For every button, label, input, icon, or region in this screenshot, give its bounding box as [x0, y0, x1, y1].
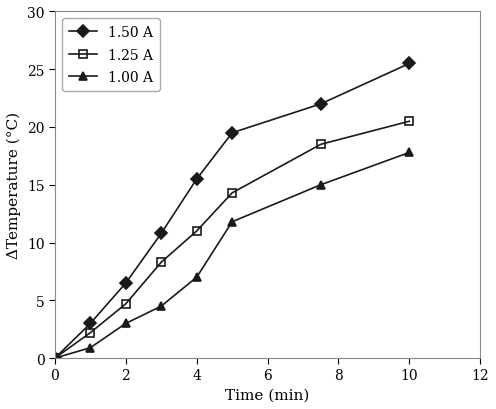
1.50 A — [52, 356, 58, 361]
1.50 A — [194, 177, 200, 182]
1.50 A — [318, 102, 324, 107]
1.00 A — [158, 304, 164, 309]
Y-axis label: ΔTemperature (°C): ΔTemperature (°C) — [7, 112, 21, 259]
1.50 A — [406, 62, 412, 67]
1.50 A — [158, 231, 164, 236]
1.25 A — [318, 142, 324, 147]
1.50 A — [229, 131, 235, 136]
1.00 A — [318, 183, 324, 188]
1.25 A — [52, 356, 58, 361]
1.25 A — [158, 260, 164, 265]
1.00 A — [229, 220, 235, 225]
1.00 A — [52, 356, 58, 361]
Legend: 1.50 A, 1.25 A, 1.00 A: 1.50 A, 1.25 A, 1.00 A — [62, 19, 160, 92]
1.25 A — [406, 119, 412, 124]
1.00 A — [87, 345, 93, 350]
Line: 1.25 A: 1.25 A — [51, 118, 414, 362]
1.25 A — [123, 301, 129, 306]
1.25 A — [87, 330, 93, 335]
1.00 A — [406, 151, 412, 155]
1.00 A — [123, 321, 129, 326]
1.50 A — [123, 281, 129, 286]
1.00 A — [194, 275, 200, 280]
X-axis label: Time (min): Time (min) — [225, 388, 310, 402]
1.25 A — [194, 229, 200, 234]
Line: 1.50 A: 1.50 A — [51, 60, 414, 362]
Line: 1.00 A: 1.00 A — [51, 149, 414, 362]
1.50 A — [87, 321, 93, 326]
1.25 A — [229, 191, 235, 196]
